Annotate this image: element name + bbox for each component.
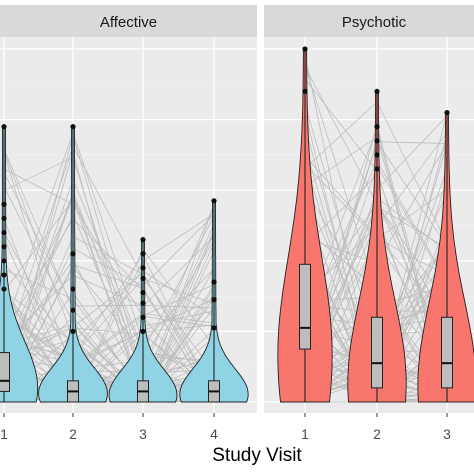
outlier-point: [140, 300, 146, 306]
participant-trajectory: [3, 292, 215, 402]
participant-trajectory: [3, 270, 215, 343]
participant-trajectory: [3, 324, 215, 402]
outlier-point: [70, 307, 76, 313]
outlier-point: [140, 275, 146, 282]
x-tick-label: 3: [139, 426, 147, 442]
participant-trajectory: [3, 214, 215, 375]
outlier-point: [444, 109, 450, 116]
participant-trajectory: [3, 262, 215, 397]
outlier-point: [211, 325, 217, 331]
outlier-point: [374, 124, 380, 130]
panel-strip: [264, 5, 474, 37]
participant-trajectory: [3, 131, 215, 343]
participant-trajectory: [3, 248, 215, 402]
visit-3-group: [108, 237, 178, 403]
outlier-point: [1, 258, 7, 264]
outlier-point: [211, 198, 217, 204]
participant-trajectory: [3, 345, 215, 390]
participant-trajectory: [3, 215, 215, 399]
participant-trajectory: [3, 156, 215, 384]
outlier-point: [211, 297, 217, 303]
participant-trajectory: [3, 145, 215, 374]
outlier-point: [302, 46, 308, 52]
outlier-point: [1, 201, 7, 207]
panels-layer: Affective 1 2 3 4 Psychotic 1 2 3: [0, 5, 474, 442]
participant-trajectory: [3, 373, 215, 399]
participant-trajectory: [3, 172, 215, 309]
box: [441, 316, 453, 389]
visit-3-group: [417, 109, 474, 403]
participant-trajectory: [3, 231, 215, 402]
x-tick-label: 4: [210, 426, 218, 442]
outlier-point: [1, 286, 7, 292]
participant-trajectory: [3, 219, 215, 397]
outlier-point: [140, 251, 146, 257]
participant-trajectory: [3, 236, 215, 343]
visit-4-group: [179, 198, 249, 403]
participant-trajectory: [3, 284, 215, 368]
panel-affective: Affective 1 2 3 4: [0, 5, 257, 442]
outlier-point: [70, 286, 76, 292]
x-tick-label: 1: [301, 426, 309, 442]
participant-trajectory: [3, 324, 215, 403]
participant-trajectory: [3, 336, 215, 403]
participant-trajectory: [3, 363, 215, 403]
participant-trajectory: [3, 232, 215, 402]
outlier-point: [1, 215, 7, 222]
visit-2-group: [347, 88, 407, 403]
outlier-point: [374, 88, 380, 94]
box: [0, 352, 10, 392]
participant-trajectory: [3, 343, 215, 403]
visit-2-group: [38, 124, 108, 403]
participant-trajectory: [3, 307, 215, 401]
outlier-point: [211, 279, 217, 285]
outlier-point: [140, 265, 146, 271]
visit-1-group: [0, 124, 39, 403]
participant-trajectory: [3, 331, 215, 395]
x-tick-label: 2: [69, 426, 77, 442]
outlier-point: [140, 328, 146, 334]
outlier-point: [70, 328, 76, 334]
panel-psychotic: Psychotic 1 2 3: [264, 5, 474, 442]
participant-trajectory: [3, 287, 215, 400]
outlier-point: [70, 124, 76, 130]
x-tick-label: 3: [443, 426, 451, 442]
outlier-point: [1, 244, 7, 250]
box: [371, 316, 383, 389]
panel-title: Psychotic: [342, 14, 407, 31]
outlier-point: [140, 237, 146, 243]
participant-trajectory: [3, 190, 215, 394]
outlier-point: [140, 289, 146, 296]
outlier-point: [1, 124, 7, 130]
participant-trajectory: [3, 242, 215, 402]
outlier-point: [1, 229, 7, 236]
x-axis-title: Study Visit: [212, 445, 302, 466]
participant-trajectory: [3, 149, 215, 388]
outlier-point: [374, 138, 380, 144]
outlier-point: [70, 251, 76, 257]
participant-lines: [3, 131, 215, 403]
participant-trajectory: [3, 204, 215, 402]
x-tick-label: 1: [0, 426, 8, 442]
outlier-point: [374, 152, 380, 158]
outlier-point: [302, 88, 308, 94]
panel-title: Affective: [100, 14, 157, 31]
box: [299, 263, 311, 350]
participant-trajectory: [3, 272, 215, 401]
outlier-point: [1, 272, 7, 278]
x-tick-label: 2: [373, 426, 381, 442]
outlier-point: [374, 166, 380, 172]
participant-trajectory: [3, 291, 215, 399]
participant-trajectory: [3, 278, 215, 357]
participant-trajectory: [3, 237, 215, 403]
participant-trajectory: [3, 152, 215, 380]
participant-trajectory: [3, 291, 215, 397]
outlier-point: [140, 314, 146, 320]
participant-trajectory: [3, 186, 215, 402]
participant-trajectory: [3, 269, 215, 394]
visit-1-group: [277, 46, 333, 403]
panel-strip: [0, 5, 257, 37]
